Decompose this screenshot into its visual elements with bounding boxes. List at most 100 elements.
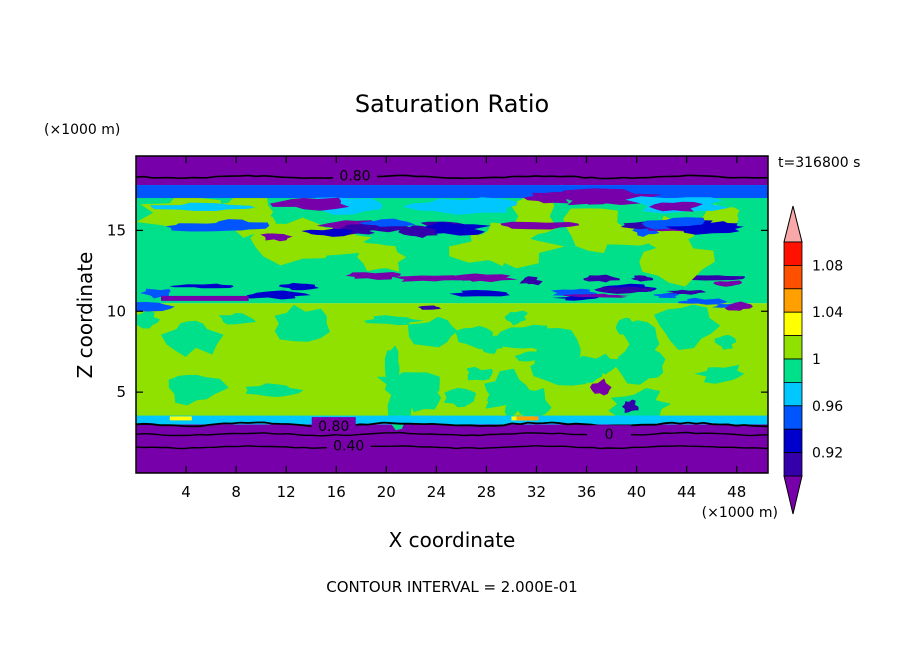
y-tick-label: 10: [107, 302, 126, 320]
colorbar-swatch: [783, 288, 803, 313]
dry-streak: [653, 293, 680, 298]
upper-green-patch: [563, 208, 632, 254]
contour-line-low: [136, 431, 768, 437]
colorbar-swatch: [783, 381, 803, 407]
tropopause-patch: [561, 189, 628, 205]
moist-patch: [466, 366, 493, 381]
x-axis-label: X coordinate: [389, 528, 516, 552]
colorbar-swatch: [783, 358, 803, 383]
dry-streak: [449, 290, 510, 297]
moist-patch: [444, 388, 477, 408]
upper-dry-streak: [200, 219, 270, 231]
dry-streak: [161, 295, 249, 301]
supersaturated-spot: [169, 416, 192, 421]
moist-patch: [408, 316, 458, 348]
upper-dry-streak: [358, 218, 416, 227]
contour-label: 0.80: [318, 419, 349, 435]
contour-label: 0: [605, 427, 614, 443]
dry-streak: [678, 297, 728, 305]
colorbar-swatch: [783, 428, 803, 454]
chart-title: Saturation Ratio: [355, 90, 549, 118]
x-tick-label: 48: [727, 483, 746, 501]
moist-patch: [572, 353, 627, 375]
y-unit-label: (×1000 m): [44, 122, 120, 138]
x-tick-label: 44: [677, 483, 696, 501]
moist-patch: [274, 304, 330, 342]
supersaturated-spot: [516, 416, 539, 421]
contour-label: 0.40: [333, 439, 364, 455]
tropopause-patch: [523, 191, 572, 204]
dry-streak: [245, 290, 311, 300]
dry-spot: [622, 399, 639, 413]
moist-patch: [514, 351, 552, 362]
tropopause-patch: [150, 202, 256, 211]
tropopause-patch: [411, 197, 518, 215]
dry-streak: [392, 275, 463, 282]
moist-patch: [364, 315, 425, 326]
moist-patch: [455, 325, 493, 350]
colorbar-label: 1: [812, 352, 821, 368]
dry-streak: [630, 275, 654, 282]
moist-patch: [694, 364, 745, 384]
moist-patch: [714, 334, 737, 350]
moist-patch: [245, 383, 304, 397]
upper-dry-streak: [398, 225, 438, 238]
moist-patch: [623, 320, 660, 365]
plot-frame: [135, 155, 769, 474]
moist-patch: [136, 310, 161, 329]
moist-patch: [218, 313, 256, 325]
upper-dry-streak: [500, 221, 580, 230]
x-tick-label: 8: [231, 483, 241, 501]
y-axis-ticks: 5 10 15: [107, 221, 768, 401]
dry-streak: [345, 272, 401, 280]
moist-patch: [608, 388, 672, 419]
contour-label-bg: [333, 166, 378, 183]
colorbar: 0.92 0.96 1 1.04 1.08: [783, 205, 843, 515]
y-tick-label: 5: [116, 383, 126, 401]
moist-patch: [654, 304, 721, 350]
colorbar-max-triangle: [783, 205, 803, 243]
x-tick-label: 16: [327, 483, 346, 501]
dry-streak: [583, 274, 620, 283]
layer-surface: [136, 424, 768, 473]
colorbar-label: 1.08: [812, 258, 843, 274]
contour-interval-footer: CONTOUR INTERVAL = 2.000E-01: [326, 578, 577, 596]
x-tick-label: 28: [477, 483, 496, 501]
contour-labels: 0.80 0.80 0.40 0: [311, 166, 632, 455]
upper-green-patch: [250, 217, 333, 266]
moist-patch: [579, 358, 604, 383]
x-tick-label: 4: [181, 483, 191, 501]
colorbar-label: 0.92: [812, 446, 843, 462]
y-tick-label: 15: [107, 221, 126, 239]
colorbar-swatch: [783, 241, 803, 266]
moist-patch: [486, 391, 506, 405]
colorbar-swatch: [783, 335, 803, 360]
moist-patch: [504, 310, 528, 326]
tropopause-patch: [269, 197, 350, 211]
moist-patch: [160, 320, 224, 357]
dry-streak: [713, 280, 742, 287]
contour-label-bg: [587, 425, 632, 442]
moist-patch: [494, 324, 563, 353]
contour-label-bg: [326, 436, 371, 453]
x-unit-label: (×1000 m): [702, 505, 778, 521]
dry-streak: [452, 273, 518, 283]
dry-streak: [724, 301, 753, 311]
upper-dry-streak: [301, 228, 354, 237]
x-tick-label: 24: [427, 483, 446, 501]
dry-streak: [593, 286, 654, 294]
contour-line-upper: [136, 174, 768, 180]
x-tick-label: 12: [277, 483, 296, 501]
x-tick-label: 32: [527, 483, 546, 501]
dry-streak: [169, 283, 234, 289]
near-surface-strip: [136, 415, 768, 425]
contour-label-bg: [311, 417, 356, 434]
time-label: t=316800 s: [778, 155, 860, 171]
colorbar-label: 0.96: [812, 399, 843, 415]
tropopause-band: [136, 185, 768, 199]
x-tick-label: 20: [377, 483, 396, 501]
upper-dry-streak: [260, 233, 293, 242]
moist-patch: [168, 374, 229, 406]
dry-streak: [519, 276, 543, 286]
